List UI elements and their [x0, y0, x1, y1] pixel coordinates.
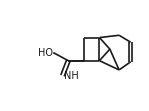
Text: HO: HO	[38, 48, 53, 58]
Text: NH: NH	[64, 71, 78, 81]
